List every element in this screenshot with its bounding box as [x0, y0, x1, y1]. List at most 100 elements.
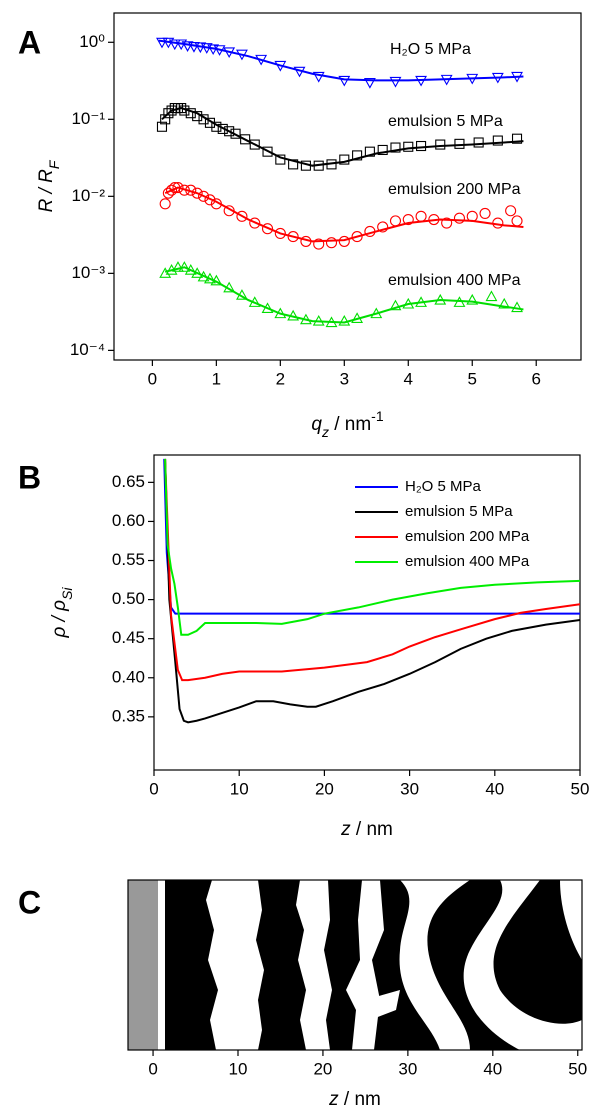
line: [164, 458, 580, 724]
x-tick-label: 40: [485, 779, 504, 798]
x-tick-label: 0: [148, 369, 157, 388]
marker: [485, 290, 498, 302]
x-tick-label: 6: [531, 369, 540, 388]
marker: [511, 133, 523, 144]
axis-label-part: z: [321, 424, 329, 440]
axis-label-part: z: [328, 1089, 339, 1106]
marker: [390, 142, 401, 153]
x-tick-label: 5: [468, 369, 477, 388]
marker: [505, 205, 517, 217]
marker: [287, 231, 299, 243]
x-tick-label: 30: [400, 779, 419, 798]
marker: [217, 123, 228, 134]
fit-line: [158, 39, 524, 82]
x-tick-label: 4: [404, 369, 413, 388]
marker: [224, 126, 235, 137]
marker: [389, 299, 402, 311]
y-tick-label: 0.35: [112, 706, 145, 725]
marker: [402, 213, 414, 226]
x-tick-label: 3: [340, 369, 349, 388]
x-tick-label: 1: [212, 369, 221, 388]
marker: [454, 138, 465, 149]
x-tick-label: 20: [315, 779, 334, 798]
marker: [435, 139, 446, 150]
marker: [338, 314, 351, 326]
marker: [156, 121, 168, 132]
marker: [166, 184, 178, 196]
marker: [249, 139, 260, 150]
axis-label: z / nm: [328, 1089, 381, 1106]
plot-frame: [153, 454, 581, 771]
marker: [249, 217, 261, 229]
y-tick-label: 0.50: [112, 589, 145, 608]
marker: [313, 238, 325, 250]
marker: [312, 71, 325, 83]
panel-letter: B: [18, 459, 41, 495]
marker: [178, 261, 191, 272]
marker: [338, 235, 350, 247]
x-tick-label: 50: [571, 779, 590, 798]
marker: [172, 261, 184, 272]
x-tick-label: 50: [568, 1059, 587, 1078]
structure-schematic: [128, 880, 582, 1050]
marker: [441, 217, 453, 229]
marker: [198, 190, 210, 202]
marker: [168, 39, 181, 51]
axis-label: R / RF: [36, 159, 62, 212]
fit-line: [161, 107, 524, 167]
marker: [166, 105, 177, 116]
marker: [156, 37, 168, 49]
x-tick-label: 0: [148, 1059, 157, 1078]
marker: [403, 141, 414, 152]
marker: [163, 108, 174, 119]
marker: [363, 78, 376, 89]
line: [164, 458, 580, 636]
line: [164, 458, 580, 682]
x-tick-label: 20: [313, 1059, 332, 1078]
axis-label-part: / nm: [329, 414, 371, 435]
marker: [160, 114, 171, 125]
marker: [479, 207, 491, 219]
panel-letter: C: [18, 884, 41, 920]
marker: [492, 135, 503, 146]
y-tick-label: 10⁻³: [71, 263, 105, 282]
marker: [415, 210, 427, 222]
axis-label-part: q: [311, 414, 322, 435]
marker: [325, 237, 338, 249]
marker: [204, 194, 216, 206]
marker: [191, 187, 203, 199]
series-label: H₂O 5 MPa: [390, 41, 471, 58]
axis-label: z / nm: [340, 819, 393, 840]
marker: [236, 210, 248, 222]
axis-label-part: F: [46, 159, 62, 169]
marker: [274, 227, 286, 239]
x-tick-label: 30: [398, 1059, 417, 1078]
marker: [473, 137, 484, 148]
marker: [453, 212, 466, 224]
marker: [176, 103, 187, 114]
marker: [338, 75, 351, 87]
x-tick-label: 10: [230, 779, 249, 798]
y-tick-label: 0.65: [112, 472, 145, 491]
axis-label-part: Si: [59, 587, 75, 600]
line: [163, 458, 580, 615]
marker: [240, 134, 251, 145]
y-tick-label: 10⁻²: [71, 186, 105, 205]
x-tick-label: 10: [229, 1059, 248, 1078]
marker: [188, 42, 200, 53]
marker: [162, 187, 174, 199]
y-tick-label: 0.55: [112, 550, 145, 569]
series-label: emulsion 5 MPa: [388, 113, 503, 130]
marker: [230, 128, 241, 139]
axis-label-part: R / R: [36, 169, 57, 213]
y-tick-label: 10⁻⁴: [70, 340, 105, 359]
axis-label: qz / nm-1: [311, 408, 383, 440]
y-tick-label: 10⁻¹: [71, 109, 105, 128]
marker: [511, 301, 523, 313]
legend-label: emulsion 400 MPa: [405, 553, 530, 570]
axis-label-part: ρ / ρ: [49, 600, 70, 639]
marker: [389, 215, 402, 227]
axis-label-part: -1: [371, 408, 384, 424]
series-label: emulsion 400 MPa: [388, 272, 521, 289]
